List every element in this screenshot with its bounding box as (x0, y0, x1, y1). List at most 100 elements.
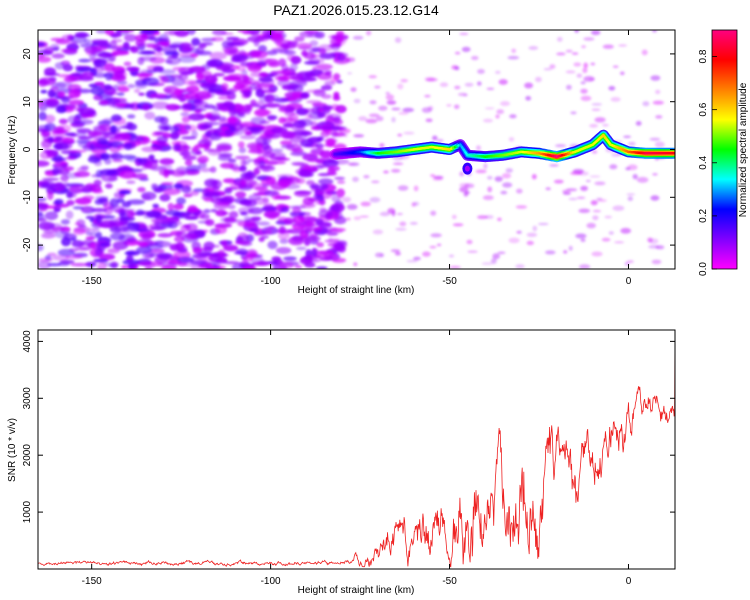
noise-blob (430, 233, 442, 238)
noise-blob (439, 82, 449, 87)
noise-blob (545, 187, 551, 190)
noise-blob (95, 195, 109, 200)
noise-blob (374, 85, 381, 89)
x-tick-label: -50 (442, 276, 457, 287)
noise-blob (583, 62, 588, 69)
noise-blob (526, 232, 538, 237)
noise-blob (286, 54, 296, 62)
noise-blob (251, 217, 262, 221)
noise-blob (160, 264, 177, 269)
noise-blob (228, 211, 239, 219)
noise-blob (221, 240, 228, 248)
noise-blob (64, 105, 82, 111)
noise-blob (173, 122, 190, 128)
noise-blob (647, 237, 653, 243)
noise-blob (244, 93, 251, 99)
noise-blob (549, 164, 559, 167)
noise-blob (141, 232, 152, 242)
noise-blob (543, 68, 552, 71)
noise-blob (187, 207, 200, 213)
noise-blob (571, 52, 579, 55)
noise-blob (394, 251, 401, 256)
noise-blob (337, 180, 346, 185)
noise-blob (254, 108, 270, 117)
noise-blob (330, 238, 341, 241)
noise-blob (437, 243, 442, 247)
noise-blob (490, 258, 497, 264)
noise-blob (303, 255, 314, 261)
noise-blob (116, 80, 128, 85)
noise-blob (620, 71, 625, 76)
noise-blob (353, 262, 358, 267)
noise-blob (227, 49, 238, 54)
noise-blob (580, 88, 588, 94)
noise-blob (413, 201, 420, 206)
x-tick-label: -150 (82, 576, 102, 587)
noise-blob (78, 58, 91, 63)
noise-blob (579, 264, 591, 269)
noise-blob (38, 53, 45, 59)
noise-blob (220, 162, 235, 169)
noise-blob (279, 238, 289, 244)
noise-blob (149, 36, 164, 42)
noise-blob (264, 189, 279, 197)
noise-blob (277, 79, 292, 87)
noise-blob (270, 152, 286, 161)
noise-blob (649, 137, 661, 141)
noise-blob (651, 259, 662, 265)
noise-blob (390, 249, 401, 253)
noise-blob (565, 70, 576, 74)
noise-blob (187, 124, 197, 132)
noise-blob (239, 179, 247, 185)
noise-blob (78, 241, 91, 250)
noise-blob (299, 77, 317, 82)
noise-blob (591, 30, 601, 36)
noise-blob (501, 173, 512, 179)
noise-blob (532, 225, 538, 232)
noise-blob (203, 246, 214, 253)
snr-xlabel: Height of straight line (km) (298, 585, 415, 596)
noise-blob (586, 222, 596, 229)
noise-blob (459, 32, 469, 35)
y-tick-label: 0 (22, 146, 33, 152)
noise-blob (492, 253, 501, 260)
noise-blob (74, 197, 92, 205)
noise-blob (352, 35, 364, 40)
noise-blob (177, 145, 192, 151)
noise-blob (124, 34, 137, 42)
heatmap-xlabel: Height of straight line (km) (298, 285, 415, 296)
noise-blob (95, 231, 103, 239)
noise-blob (132, 173, 148, 179)
noise-blob (156, 263, 164, 267)
noise-blob (246, 170, 254, 178)
noise-blob (70, 262, 89, 267)
noise-blob (138, 92, 145, 96)
noise-blob (264, 228, 272, 235)
noise-blob (170, 74, 183, 78)
noise-blob (580, 81, 586, 85)
figure-title: PAZ1.2026.015.23.12.G14 (273, 2, 439, 18)
noise-blob (103, 72, 114, 79)
noise-blob (238, 206, 254, 215)
noise-blob (138, 241, 149, 248)
noise-blob (74, 171, 91, 178)
noise-blob (47, 263, 62, 267)
noise-blob (57, 91, 66, 98)
noise-blob (580, 238, 586, 242)
noise-blob (225, 128, 233, 137)
y-tick-label: 1000 (22, 501, 33, 524)
noise-blob (396, 213, 403, 215)
colorbar-label: Normalized spectral amplitude (738, 82, 749, 217)
noise-blob (292, 206, 301, 214)
x-tick-label: -100 (261, 576, 281, 587)
noise-blob (222, 211, 229, 215)
noise-blob (369, 197, 381, 203)
noise-blob (108, 91, 119, 96)
noise-blob (483, 163, 488, 170)
noise-blob (65, 156, 76, 160)
noise-blob (563, 250, 568, 254)
noise-blob (38, 258, 53, 262)
noise-blob (153, 219, 161, 229)
noise-blob (211, 30, 227, 36)
